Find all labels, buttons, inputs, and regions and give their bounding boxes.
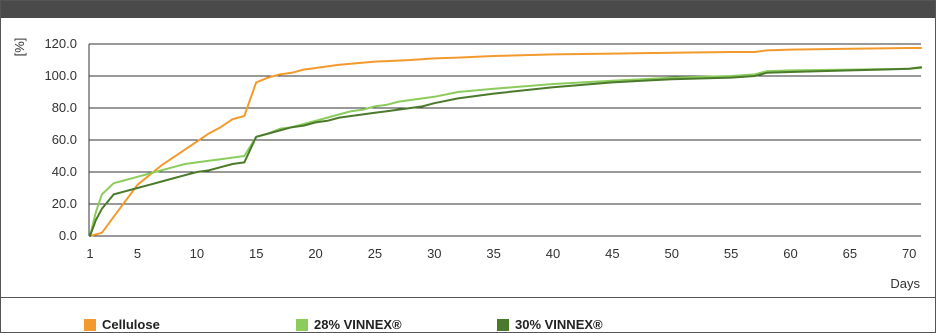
- x-tick-label: 5: [134, 246, 141, 261]
- y-tick-label: 60.0: [52, 132, 77, 147]
- y-tick-label: 0.0: [59, 228, 77, 243]
- legend-swatch-vinnex-30: [497, 318, 509, 331]
- x-tick-label: 20: [308, 246, 322, 261]
- legend-label-vinnex-28: 28% VINNEX®: [314, 317, 402, 332]
- x-tick-label: 55: [724, 246, 738, 261]
- x-tick-label: 30: [427, 246, 441, 261]
- series-line-2: [89, 66, 923, 237]
- x-tick-label: 25: [368, 246, 382, 261]
- legend-label-vinnex-30: 30% VINNEX®: [515, 317, 603, 332]
- y-tick-label: 120.0: [44, 36, 77, 51]
- x-tick-label: 15: [249, 246, 263, 261]
- legend-swatch-vinnex-28: [296, 318, 308, 331]
- x-tick-label: 35: [486, 246, 500, 261]
- x-tick-label: 1: [86, 246, 93, 261]
- y-tick-label: 100.0: [44, 68, 77, 83]
- chart-legend: Cellulose 28% VINNEX® 30% VINNEX®: [1, 297, 935, 333]
- y-tick-label: 20.0: [52, 196, 77, 211]
- y-tick-label: 80.0: [52, 100, 77, 115]
- x-tick-label: 10: [190, 246, 204, 261]
- y-axis-label: [%]: [12, 38, 27, 57]
- x-tick-label: 45: [605, 246, 619, 261]
- x-tick-label: 40: [546, 246, 560, 261]
- legend-item-vinnex-28: 28% VINNEX®: [296, 317, 402, 332]
- legend-item-cellulose: Cellulose: [84, 317, 160, 332]
- legend-item-vinnex-30: 30% VINNEX®: [497, 317, 603, 332]
- series-line-1: [89, 67, 923, 237]
- x-tick-label: 50: [665, 246, 679, 261]
- legend-label-cellulose: Cellulose: [102, 317, 160, 332]
- x-tick-label: 65: [843, 246, 857, 261]
- x-axis-label: Days: [890, 276, 920, 291]
- x-tick-label: 70: [902, 246, 916, 261]
- legend-swatch-cellulose: [84, 318, 96, 331]
- series-line-0: [89, 47, 923, 237]
- y-tick-label: 40.0: [52, 164, 77, 179]
- x-tick-label: 60: [783, 246, 797, 261]
- chart-header-bar: [1, 1, 935, 18]
